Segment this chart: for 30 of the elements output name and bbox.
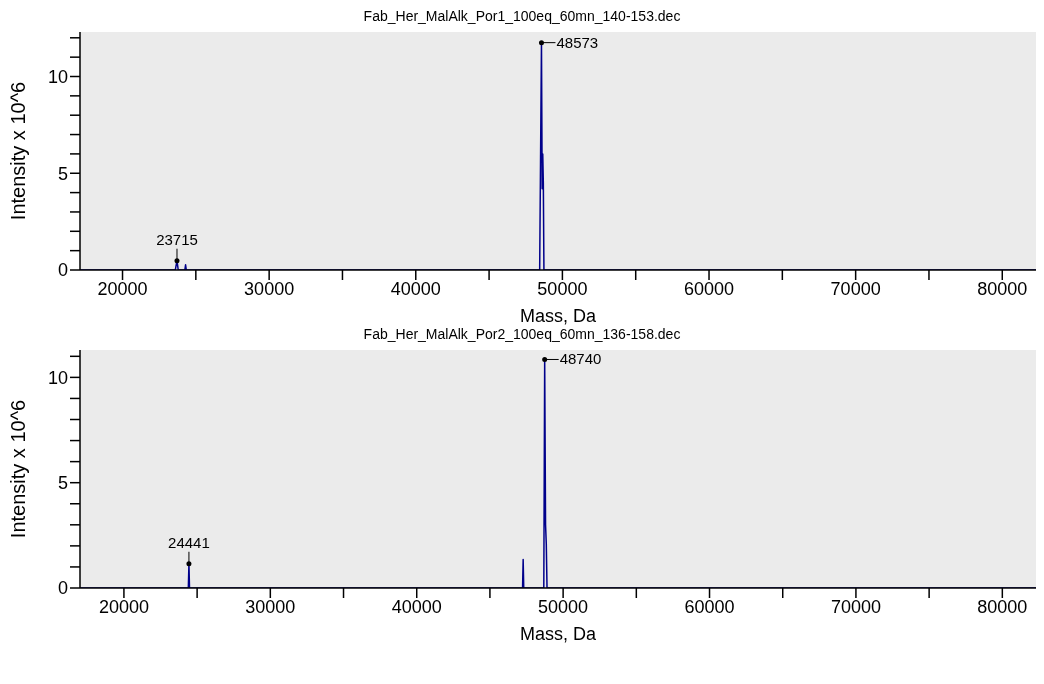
x-tick-label: 50000	[537, 278, 588, 299]
x-tick-label: 50000	[538, 596, 589, 617]
x-tick-label: 20000	[97, 278, 148, 299]
y-tick-label: 0	[57, 578, 68, 599]
x-tick-label: 60000	[683, 278, 735, 299]
annotation: 48573	[556, 33, 599, 51]
y-axis-title: Intensity x 10^6	[7, 399, 30, 539]
x-axis-title: Mass, Da	[519, 624, 597, 644]
chart-title: Fab_Her_MalAlk_Por1_100eq_60mn_140-153.dec	[362, 8, 682, 26]
x-tick-label: 20000	[98, 596, 149, 617]
chart-title: Fab_Her_MalAlk_Por2_100eq_60mn_136-158.dec	[362, 326, 682, 344]
x-tick-label: 70000	[830, 596, 881, 617]
x-tick-label: 30000	[244, 278, 295, 299]
x-tick-label: 40000	[390, 278, 441, 299]
y-tick-label: 10	[47, 66, 68, 87]
y-tick-label: 10	[47, 367, 68, 388]
x-tick-label: 40000	[391, 596, 442, 617]
x-tick-label: 70000	[830, 278, 881, 299]
annotation: 48740	[559, 350, 602, 368]
x-axis-title: Mass, Da	[519, 306, 597, 326]
y-axis-title: Intensity x 10^6	[7, 81, 30, 221]
x-tick-label: 60000	[684, 596, 735, 617]
y-tick-label: 5	[57, 473, 68, 494]
y-tick-label: 0	[57, 260, 68, 281]
annotation: 23715	[156, 230, 198, 248]
annotation: 24441	[168, 533, 210, 551]
x-tick-label: 80000	[977, 596, 1028, 617]
y-tick-label: 5	[57, 163, 68, 184]
x-tick-label: 30000	[245, 596, 296, 617]
x-tick-label: 80000	[977, 278, 1028, 299]
